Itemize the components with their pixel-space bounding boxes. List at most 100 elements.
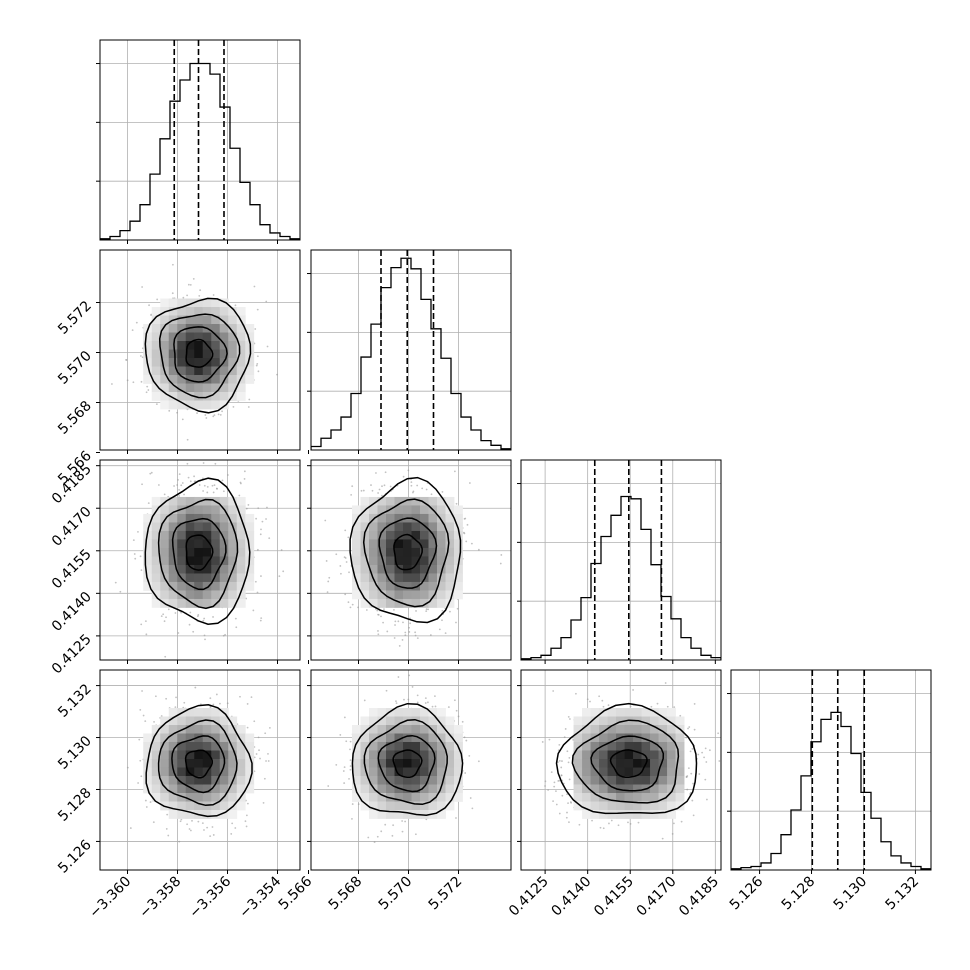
density-cell (369, 809, 378, 819)
density-cell (168, 366, 178, 376)
panel-3-1: 5.566 5.568 5.570 5.572 (276, 669, 512, 913)
sample-point (180, 818, 183, 821)
density-cell (168, 716, 178, 726)
density-cell (177, 775, 187, 785)
density-cell (369, 530, 378, 540)
density-cell (386, 598, 395, 608)
contour-line (144, 297, 252, 414)
density-cell (403, 496, 412, 506)
density-cell (245, 784, 255, 794)
density-cell (454, 792, 463, 802)
sample-point (214, 462, 217, 465)
sample-point (343, 716, 346, 719)
sample-point (171, 292, 174, 295)
density-cell (411, 496, 421, 506)
density-cell (177, 366, 187, 376)
density-cell (454, 513, 463, 523)
sample-point (397, 620, 400, 623)
density-cell (185, 513, 195, 523)
sample-point (734, 703, 736, 705)
density-cell (143, 366, 153, 376)
density-cell (228, 547, 238, 557)
density-cell (394, 750, 404, 760)
sample-point (601, 699, 604, 702)
density-cell (151, 392, 161, 401)
density-cell (202, 298, 212, 308)
density-cell (386, 716, 395, 726)
sample-point (154, 695, 157, 698)
density-cell (236, 590, 246, 600)
sample-point (345, 561, 348, 563)
density-cell (352, 556, 361, 566)
sample-point (680, 820, 683, 823)
density-cell (143, 581, 153, 591)
sample-point (424, 702, 427, 704)
density-cell (428, 767, 438, 777)
sample-point (349, 740, 352, 743)
sample-point (114, 581, 117, 584)
sample-point (365, 609, 368, 611)
density-cell (228, 341, 238, 350)
sample-point (184, 451, 186, 453)
density-cell (151, 349, 161, 359)
density-cell (185, 400, 195, 410)
density-cell (582, 707, 591, 717)
sample-point (345, 740, 348, 743)
density-cell (420, 547, 429, 557)
density-cell (437, 573, 446, 583)
density-cell (151, 522, 161, 532)
density-cell (360, 496, 370, 506)
density-cell (445, 581, 455, 591)
sample-point (414, 631, 417, 634)
density-cell (219, 784, 229, 794)
sample-point (219, 413, 222, 416)
density-cell (454, 733, 463, 743)
density-cell (219, 522, 229, 532)
density-cell (228, 767, 238, 777)
density-cell (168, 750, 178, 760)
density-cell (377, 573, 387, 583)
density-cell (599, 767, 608, 777)
sample-point (266, 506, 268, 509)
density-cell (236, 581, 246, 591)
sample-point (257, 736, 260, 739)
density-cell (236, 750, 246, 760)
density-cell (151, 767, 161, 777)
sample-point (393, 637, 396, 639)
density-cell (151, 496, 161, 506)
density-cell (377, 716, 387, 726)
density-cell (394, 522, 404, 532)
sample-point (686, 788, 689, 791)
sample-point (148, 304, 150, 307)
density-cell (151, 332, 161, 342)
sample-point (566, 811, 568, 814)
density-cell (194, 750, 204, 760)
sample-point (408, 626, 410, 629)
density-cell (151, 539, 161, 549)
density-cell (420, 733, 429, 743)
density-cell (411, 547, 421, 557)
sample-point (165, 616, 167, 619)
density-cell (185, 375, 195, 384)
density-cell (411, 750, 421, 760)
sample-point (265, 300, 268, 303)
density-cell (445, 496, 455, 506)
y-tick-label: 0.4170 (49, 504, 95, 550)
sample-point (205, 417, 208, 419)
density-cell (211, 513, 221, 523)
density-cell (377, 733, 387, 743)
density-cell (624, 733, 634, 743)
density-cell (185, 767, 195, 777)
panel-content (100, 451, 300, 660)
panel-content (521, 460, 721, 660)
density-cell (168, 400, 178, 410)
density-cell (386, 539, 395, 549)
density-cell (582, 724, 591, 734)
density-cell (202, 315, 212, 325)
density-cell (411, 716, 421, 726)
sample-point (553, 781, 556, 784)
density-cell (202, 530, 212, 540)
density-cell (151, 324, 161, 333)
density-cell (160, 530, 170, 540)
density-cell (394, 573, 404, 583)
